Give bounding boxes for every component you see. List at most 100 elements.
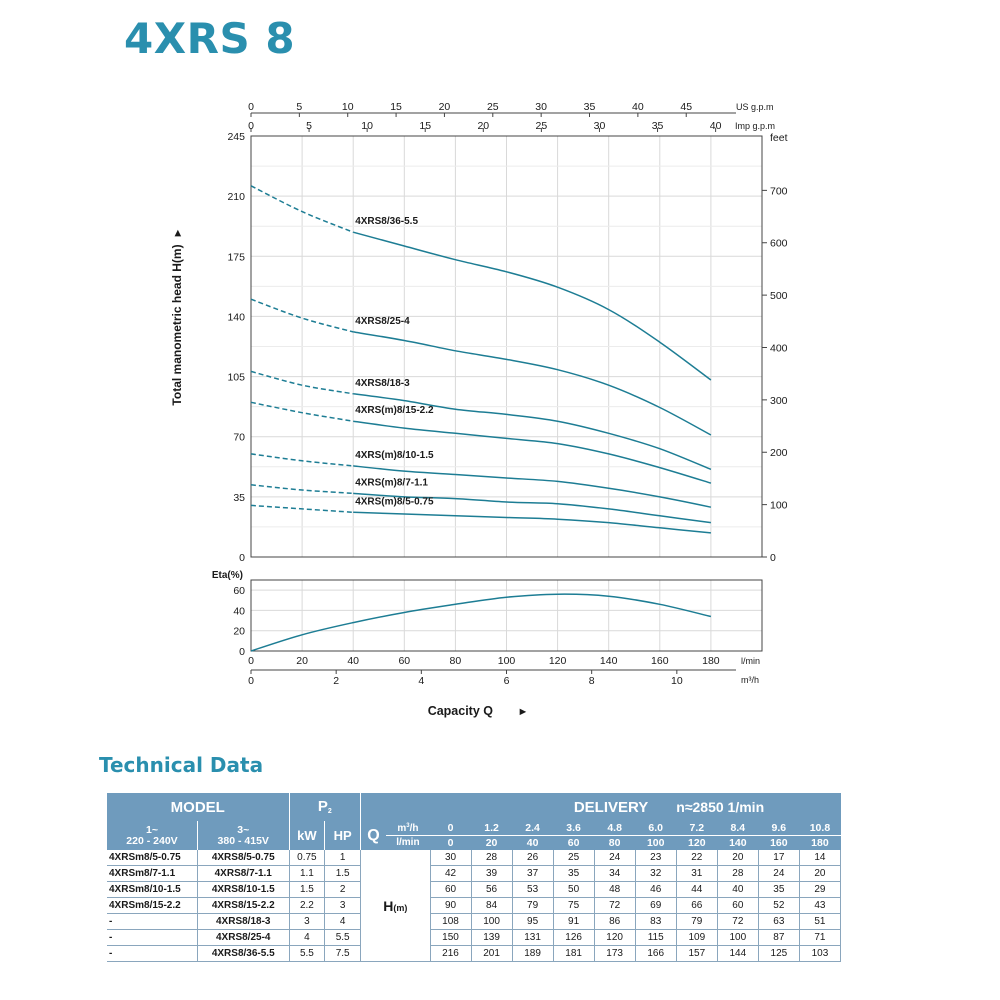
hp-header: HP — [324, 821, 361, 850]
model-three-phase: 4XRS8/36-5.5 — [197, 945, 290, 962]
head-value: 28 — [471, 850, 513, 866]
power-kw: 2.2 — [289, 897, 326, 914]
head-value: 32 — [635, 865, 677, 882]
table-row: 4XRSm8/7-1.1 4XRS8/7-1.1 1.1 1.5 42 39 37 35 34 3… — [107, 865, 842, 882]
lmin-unit: l/min — [385, 835, 430, 850]
q-lmin-value: 160 — [758, 835, 800, 850]
right-tick-label: 600 — [770, 238, 788, 250]
model-three-phase: 4XRS8/15-2.2 — [197, 897, 290, 914]
y-tick-label: 0 — [239, 552, 245, 564]
head-value: 131 — [512, 929, 554, 946]
head-value: 216 — [430, 945, 472, 962]
model-three-phase: 4XRS8/18-3 — [197, 913, 290, 930]
three-phase-header: 3~ 380 - 415V — [196, 821, 290, 850]
head-value: 20 — [717, 850, 759, 866]
head-value: 126 — [553, 929, 595, 946]
series-curve — [353, 492, 711, 524]
us-gpm-tick-label: 5 — [296, 101, 302, 113]
lmin-tick-label: 140 — [600, 655, 618, 667]
head-value: 72 — [594, 897, 636, 914]
model-single-phase: - — [107, 945, 198, 962]
head-value: 86 — [594, 913, 636, 930]
head-value: 125 — [758, 945, 800, 962]
technical-data-table: MODEL P2 DELIVERY n≈2850 1/min 1~ 220 - 2… — [107, 793, 842, 962]
page-title: 4XRS 8 — [124, 14, 296, 63]
head-value: 46 — [635, 881, 677, 898]
head-value: 24 — [594, 850, 636, 866]
table-row: 4XRSm8/10-1.5 4XRS8/10-1.5 1.5 2 60 56 53 50 48 4… — [107, 881, 842, 898]
power-hp: 3 — [324, 897, 362, 914]
imp-gpm-tick-label: 40 — [710, 120, 722, 132]
series-curve — [353, 231, 712, 381]
head-value: 35 — [758, 881, 800, 898]
imp-gpm-tick-label: 20 — [477, 120, 489, 132]
model-three-phase: 4XRS8/5-0.75 — [197, 850, 290, 866]
us-gpm-tick-label: 10 — [342, 101, 354, 113]
q-m3h-value: 10.8 — [799, 821, 841, 836]
series-label: 4XRS8/18-3 — [355, 378, 410, 389]
us-gpm-tick-label: 20 — [439, 101, 451, 113]
right-tick-label: 100 — [770, 500, 788, 512]
head-value: 52 — [758, 897, 800, 914]
eta-plot-frame — [250, 579, 763, 652]
speed-header: n≈2850 1/min — [676, 793, 841, 821]
table-row: -4XRS8/25-4 4 5.5 150 139 131 126 120 115 109 100 8… — [107, 929, 842, 946]
head-value: 201 — [471, 945, 513, 962]
q-lmin-value: 100 — [635, 835, 677, 850]
q-lmin-value: 140 — [717, 835, 759, 850]
m3h-unit: m3/h — [385, 821, 430, 836]
y-tick-label: 35 — [233, 492, 245, 504]
head-value: 150 — [430, 929, 472, 946]
y-tick-label: 105 — [227, 372, 245, 384]
power-kw: 3 — [289, 913, 326, 930]
head-value: 25 — [553, 850, 595, 866]
head-value: 28 — [717, 865, 759, 882]
right-tick-label: 400 — [770, 342, 788, 354]
head-value: 115 — [635, 929, 677, 946]
series-label: 4XRS8/36-5.5 — [355, 216, 418, 227]
head-value: 79 — [676, 913, 718, 930]
m3h-tick-label: 10 — [671, 675, 683, 687]
head-label: H(m) — [360, 850, 431, 962]
head-value: 51 — [799, 913, 842, 930]
eta-axis-label: Eta(%) — [212, 570, 243, 581]
head-value: 22 — [676, 850, 718, 866]
q-m3h-value: 0 — [430, 821, 472, 836]
table-row: -4XRS8/18-3 3 4 108 100 95 91 86 83 79 72 63 51 — [107, 913, 842, 930]
q-lmin-value: 80 — [594, 835, 636, 850]
q-m3h-value: 9.6 — [758, 821, 800, 836]
us-gpm-tick-label: 25 — [487, 101, 499, 113]
head-value: 39 — [471, 865, 513, 882]
model-three-phase: 4XRS8/7-1.1 — [197, 865, 290, 882]
lmin-tick-label: 40 — [347, 655, 359, 667]
power-kw: 4 — [289, 929, 326, 946]
q-lmin-value: 20 — [471, 835, 513, 850]
head-value: 90 — [430, 897, 472, 914]
y-axis-arrow-icon: ► — [172, 228, 184, 239]
q-m3h-value: 6.0 — [635, 821, 677, 836]
head-value: 91 — [553, 913, 595, 930]
model-header: MODEL — [107, 793, 290, 821]
imp-gpm-tick-label: 15 — [419, 120, 431, 132]
lmin-tick-label: 160 — [651, 655, 669, 667]
imp-gpm-tick-label: 5 — [306, 120, 312, 132]
pump-performance-chart: 0357010514017521024501002003004005006007… — [170, 101, 788, 718]
head-value: 95 — [512, 913, 554, 930]
head-value: 189 — [512, 945, 554, 962]
power-hp: 5.5 — [324, 929, 362, 946]
power-hp: 2 — [324, 881, 362, 898]
us-gpm-tick-label: 35 — [584, 101, 596, 113]
head-value: 109 — [676, 929, 718, 946]
m3h-tick-label: 2 — [333, 675, 339, 687]
series-curve-dashed — [250, 298, 354, 333]
eta-tick-label: 60 — [233, 585, 245, 597]
table-row: 4XRSm8/15-2.2 4XRS8/15-2.2 2.2 3 90 84 79 75 72 6… — [107, 897, 842, 914]
lmin-tick-label: 80 — [450, 655, 462, 667]
head-value: 34 — [594, 865, 636, 882]
power-hp: 7.5 — [324, 945, 362, 962]
y-tick-label: 245 — [227, 131, 245, 143]
head-value: 17 — [758, 850, 800, 866]
us-gpm-tick-label: 30 — [535, 101, 547, 113]
single-phase-header: 1~ 220 - 240V — [107, 821, 198, 850]
series-curve — [353, 420, 712, 484]
